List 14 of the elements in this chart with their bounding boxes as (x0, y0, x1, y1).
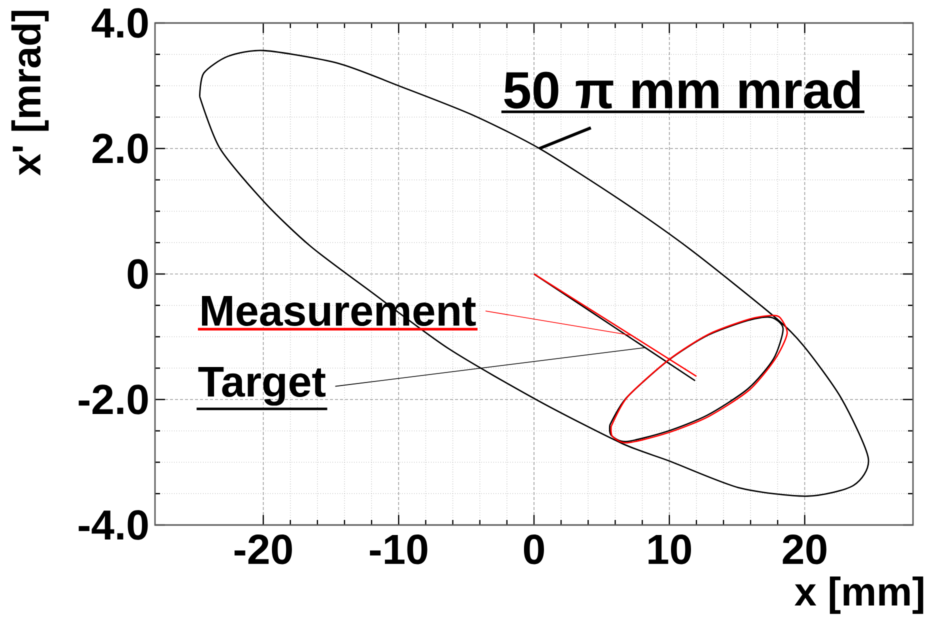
y-axis-title: x' [mrad] (11, 10, 49, 176)
x-tick-label: 0 (524, 534, 544, 564)
x-tick-label: 20 (782, 534, 826, 564)
text: Target (198, 366, 326, 406)
y-tick-label: 2.0 (92, 134, 148, 164)
x-tick-label: 10 (648, 534, 691, 564)
y-tick-label: 4.0 (92, 8, 148, 38)
y-tick-label: -4.0 (78, 510, 148, 540)
annotation: 50 π mm mrad (504, 70, 860, 109)
x-axis-title: x [mm] (794, 576, 924, 614)
x-tick-label: -20 (234, 534, 292, 564)
y-tick-label: 0 (128, 259, 148, 289)
y-tick-label: -2.0 (78, 384, 148, 414)
x-tick-label: -10 (370, 534, 428, 564)
